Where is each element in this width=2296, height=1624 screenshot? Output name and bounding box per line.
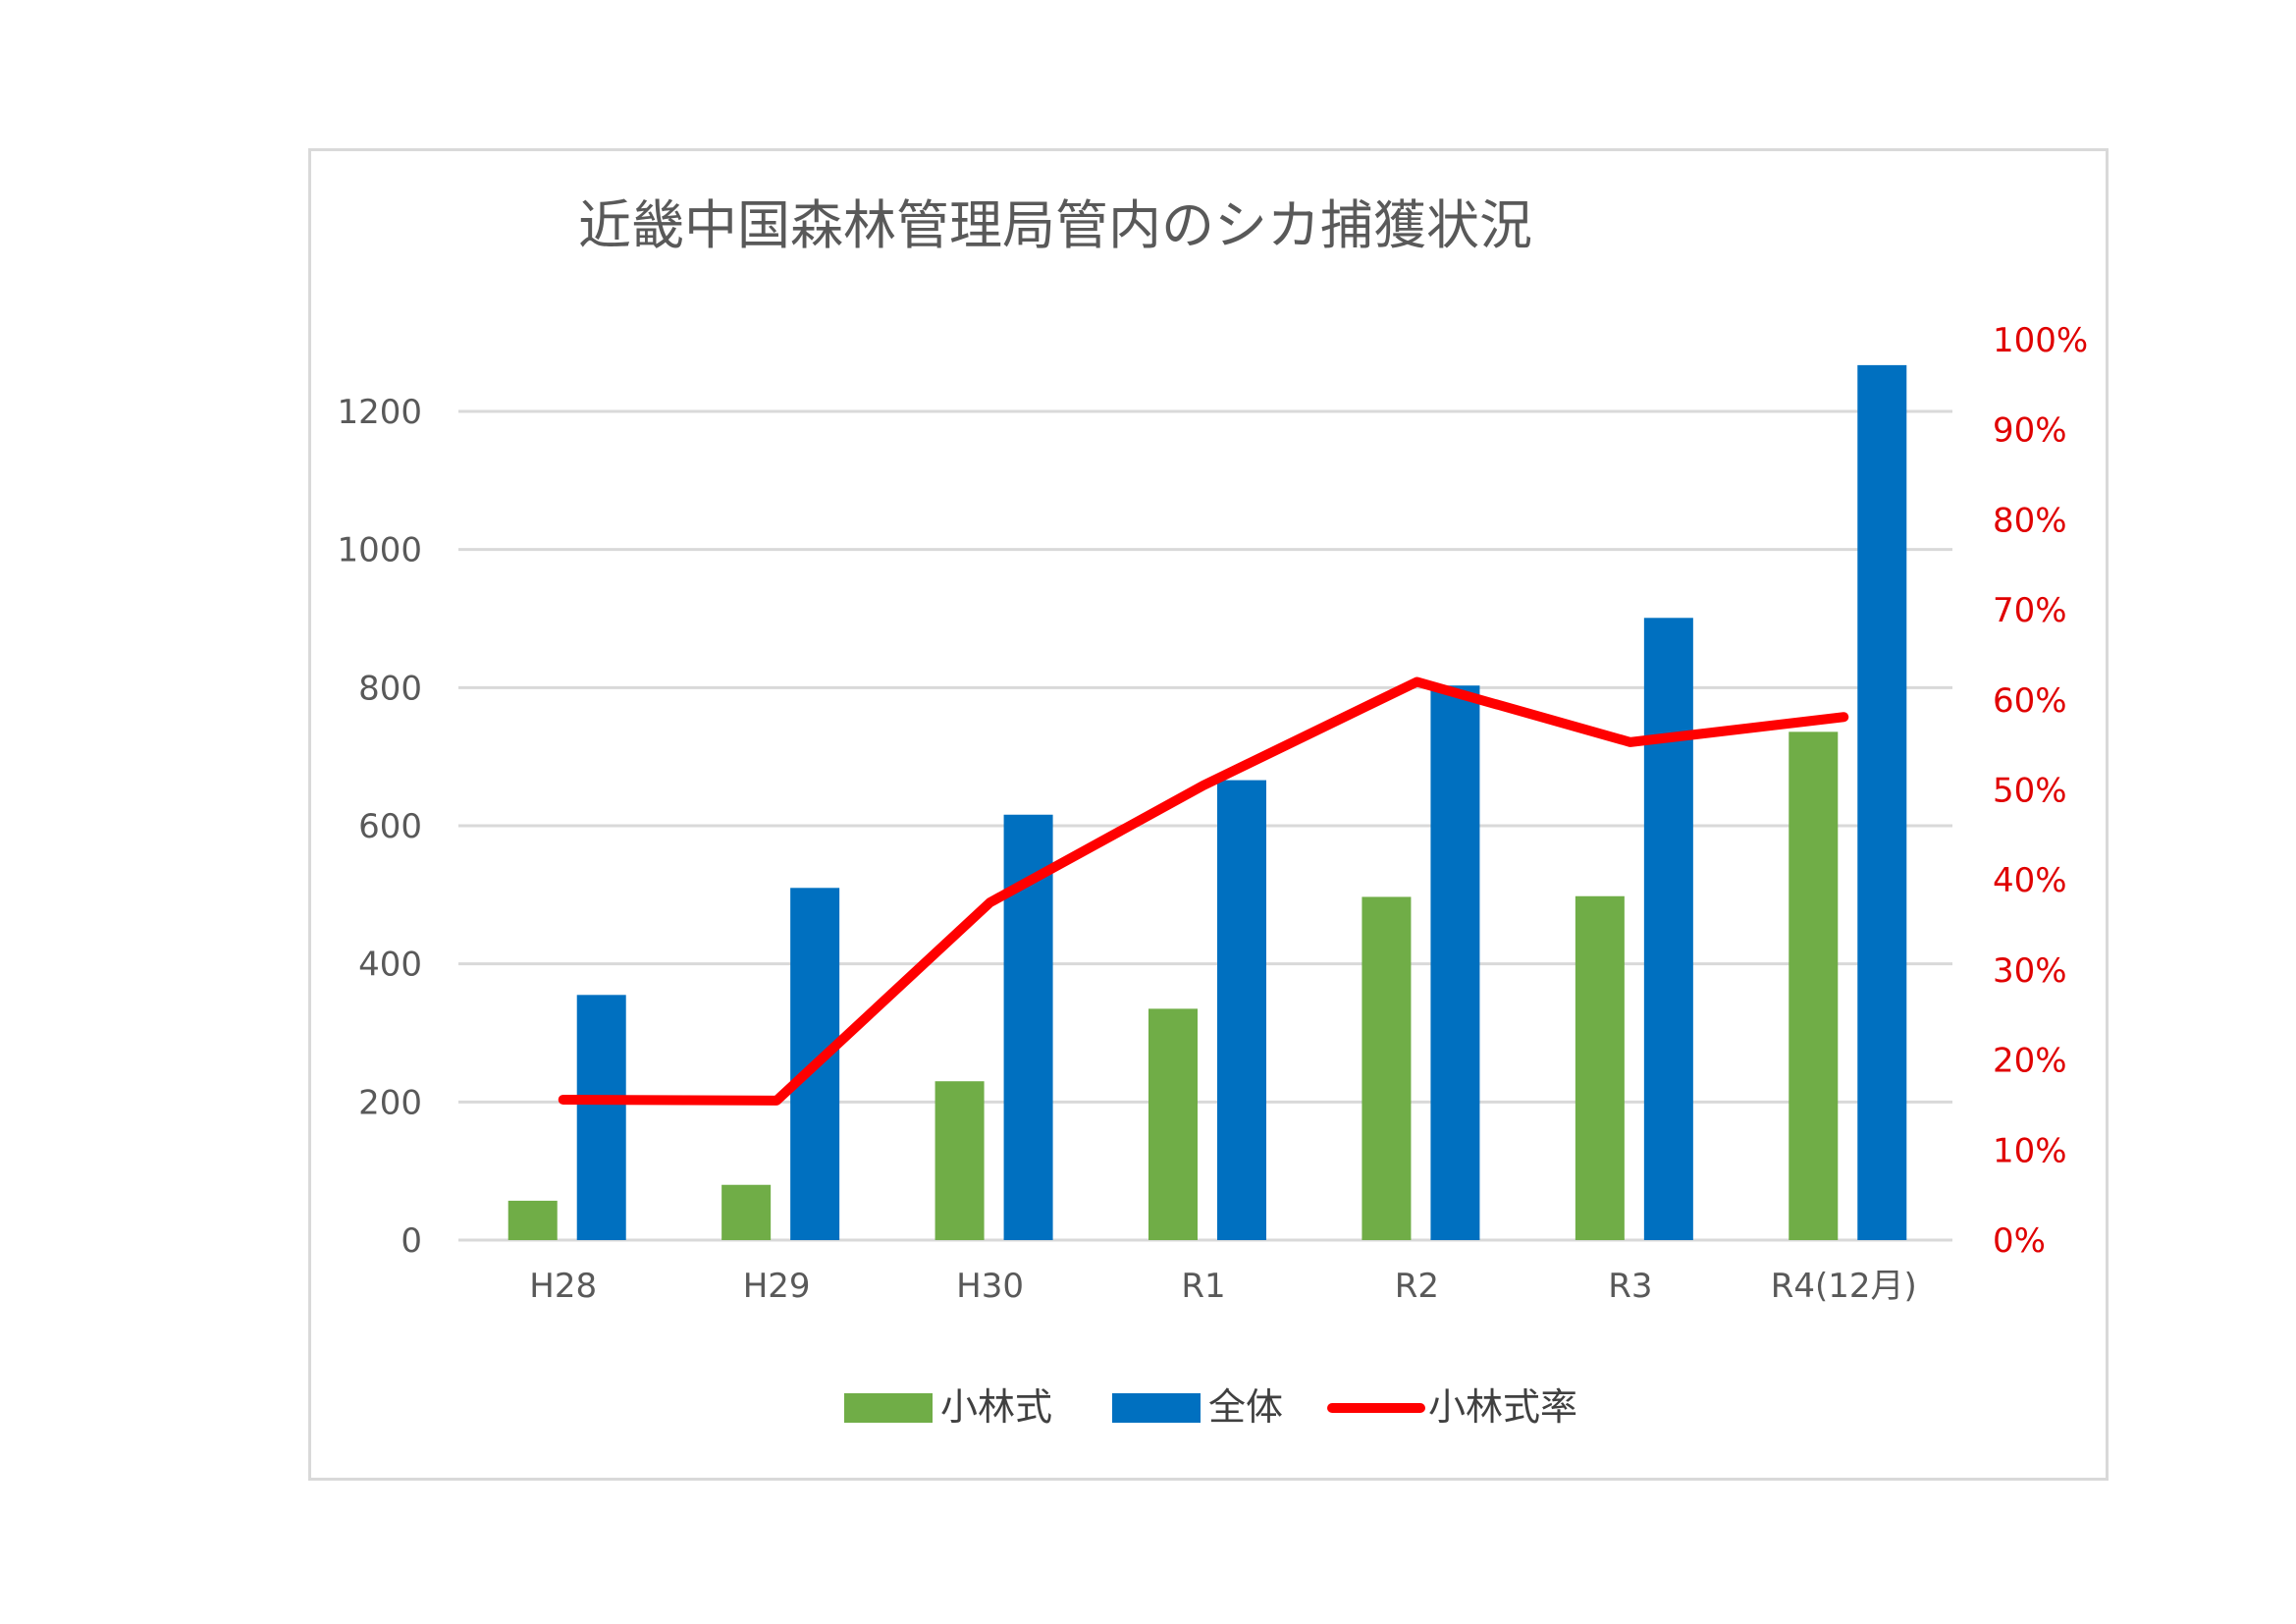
bar-kobayashi-5 <box>1575 895 1625 1240</box>
bar-total-5 <box>1643 618 1693 1240</box>
bar-total-0 <box>576 995 626 1240</box>
x-tick-label: R4(12月) <box>1771 1267 1917 1306</box>
bar-total-6 <box>1857 364 1907 1240</box>
legend-swatch-1 <box>1112 1393 1201 1423</box>
ratio-point-6 <box>1842 716 1845 719</box>
right-tick-label: 20% <box>1993 1042 2067 1081</box>
ratio-point-3 <box>1202 784 1204 786</box>
gridlines <box>458 409 1952 1242</box>
bar-kobayashi-0 <box>507 1200 558 1240</box>
bar-kobayashi-1 <box>721 1184 772 1240</box>
left-tick-label: 400 <box>358 946 422 985</box>
right-tick-label: 0% <box>1993 1221 2046 1261</box>
right-tick-label: 70% <box>1993 591 2067 630</box>
x-tick-label: R1 <box>1181 1267 1225 1306</box>
x-tick-label: H28 <box>529 1267 597 1306</box>
ratio-point-5 <box>1629 740 1631 743</box>
bar-kobayashi-6 <box>1789 731 1839 1240</box>
x-tick-label: H29 <box>743 1267 811 1306</box>
right-axis: 0% 10% 20% 30% 40% 50% 60% 70% 80% 90% 100% <box>1993 321 2088 1261</box>
ratio-point-1 <box>775 1099 778 1102</box>
bars <box>507 364 1907 1240</box>
left-tick-label: 800 <box>358 669 422 708</box>
bar-total-4 <box>1430 685 1480 1240</box>
x-axis: H28 H29 H30 R1 R2 R3 R4(12月) <box>529 1267 1917 1306</box>
legend: 小林式 全体 小林式率 <box>844 1385 1577 1429</box>
right-tick-label: 10% <box>1993 1131 2067 1170</box>
ratio-point-4 <box>1415 680 1418 683</box>
bar-kobayashi-4 <box>1362 896 1412 1240</box>
x-tick-label: R3 <box>1608 1267 1652 1306</box>
legend-swatch-0 <box>844 1393 933 1423</box>
legend-label-0: 小林式 <box>940 1385 1052 1429</box>
left-tick-label: 1200 <box>337 393 422 432</box>
right-tick-label: 60% <box>1993 681 2067 721</box>
left-tick-label: 200 <box>358 1083 422 1122</box>
bar-kobayashi-3 <box>1148 1008 1198 1240</box>
ratio-point-2 <box>988 901 991 904</box>
x-tick-label: H30 <box>956 1267 1024 1306</box>
legend-label-1: 全体 <box>1208 1385 1283 1429</box>
right-tick-label: 80% <box>1993 501 2067 540</box>
left-tick-label: 0 <box>400 1221 422 1261</box>
right-tick-label: 50% <box>1993 772 2067 811</box>
right-tick-label: 30% <box>1993 951 2067 991</box>
left-axis: 0 200 400 600 800 1000 1200 <box>337 393 422 1261</box>
right-tick-label: 90% <box>1993 411 2067 451</box>
legend-label-2: 小林式率 <box>1428 1385 1577 1429</box>
left-tick-label: 600 <box>358 807 422 846</box>
chart-title: 近畿中国森林管理局管内のシカ捕獲状況 <box>578 194 1532 256</box>
chart-frame: 近畿中国森林管理局管内のシカ捕獲状況 0 200 400 600 800 1000 1200… <box>308 148 2109 1481</box>
right-tick-label: 100% <box>1993 321 2088 360</box>
right-tick-label: 40% <box>1993 861 2067 900</box>
left-tick-label: 1000 <box>337 531 422 570</box>
bar-total-3 <box>1217 780 1266 1240</box>
bar-kobayashi-2 <box>934 1081 985 1240</box>
ratio-point-0 <box>561 1098 564 1101</box>
x-tick-label: R2 <box>1395 1267 1439 1306</box>
combo-chart: 近畿中国森林管理局管内のシカ捕獲状況 0 200 400 600 800 1000 1200… <box>337 194 2088 1429</box>
ratio-line <box>558 677 1849 1106</box>
